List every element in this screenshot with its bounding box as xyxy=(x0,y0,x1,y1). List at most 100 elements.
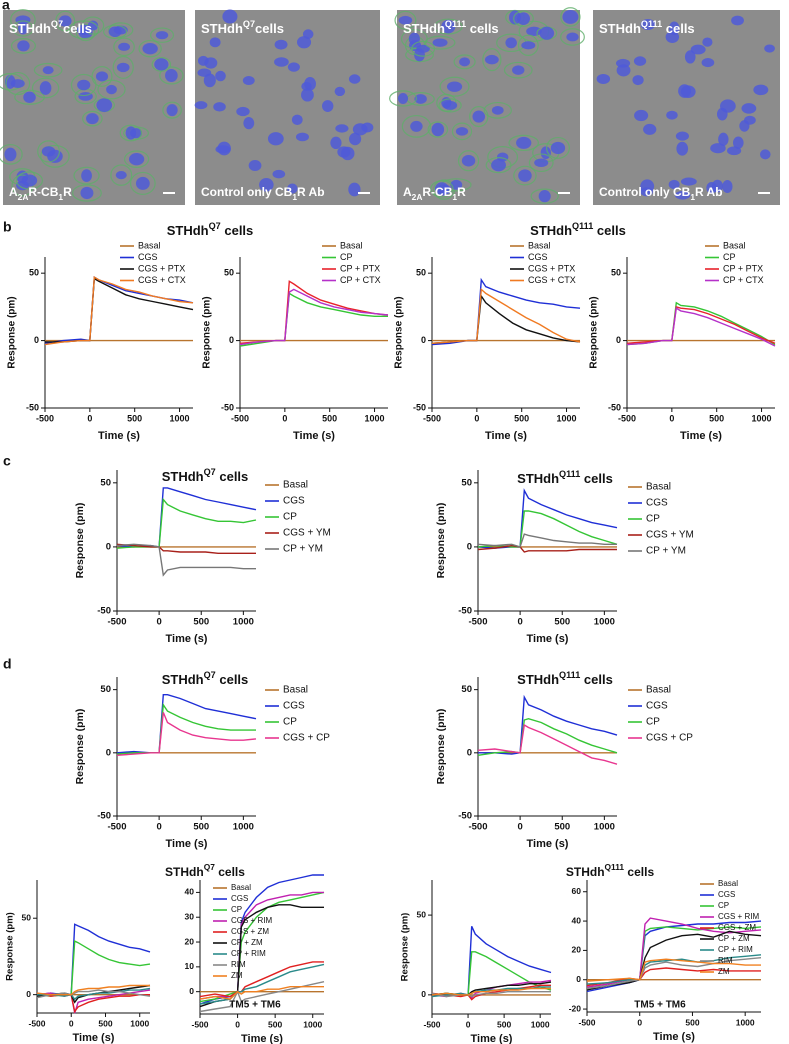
cell-nucleus xyxy=(86,113,99,125)
series-line xyxy=(626,301,776,346)
chart-title: STHdhQ111 cells xyxy=(566,862,655,879)
legend-label: CP + YM xyxy=(646,546,686,557)
image-caption-part: R-CB xyxy=(422,185,452,199)
series-line xyxy=(116,487,257,548)
cell-nucleus xyxy=(640,187,653,197)
legend-label: CP + ZM xyxy=(718,934,750,943)
legend-label: ZM xyxy=(231,971,243,980)
x-tick-label: 0 xyxy=(474,413,479,423)
cell-outline xyxy=(389,90,417,107)
x-axis-label: Time (s) xyxy=(166,633,208,645)
cell-outline xyxy=(162,101,182,119)
x-tick-label: 500 xyxy=(193,822,209,833)
x-axis-label: Time (s) xyxy=(166,838,208,850)
legend-label: Basal xyxy=(138,240,161,250)
cell-nucleus xyxy=(443,100,458,110)
chart-title-part: cells xyxy=(216,672,249,687)
cell-nucleus xyxy=(166,104,178,117)
x-tick-label: 500 xyxy=(322,413,337,423)
x-axis-label: Time (s) xyxy=(241,1033,283,1044)
cell-outline xyxy=(457,150,480,172)
cell-outline xyxy=(33,62,63,78)
series-line xyxy=(586,958,761,982)
legend-label: CGS xyxy=(283,496,305,507)
cell-outline xyxy=(10,37,36,54)
legend-label: CP + ZM xyxy=(231,938,263,947)
cell-nucleus xyxy=(678,84,691,98)
series-line xyxy=(116,702,256,755)
image-title-part: Q111 xyxy=(445,19,466,29)
series-line xyxy=(586,957,762,990)
cell-nucleus xyxy=(296,36,312,49)
y-tick-label: 0 xyxy=(576,974,581,984)
legend-label: CGS xyxy=(646,701,668,712)
cell-nucleus xyxy=(516,12,530,25)
image-caption-part: 2A xyxy=(412,192,423,202)
y-axis-label: Response (pm) xyxy=(74,503,86,579)
cell-outline xyxy=(482,48,502,72)
cell-nucleus xyxy=(753,84,769,96)
x-tick-label: 1000 xyxy=(170,413,190,423)
cell-nucleus xyxy=(434,182,449,196)
cell-outline xyxy=(112,55,134,79)
x-tick-label: -500 xyxy=(468,617,487,628)
cell-outline xyxy=(485,157,512,174)
legend-label: CP xyxy=(283,512,297,523)
chart-title-part: Q7 xyxy=(209,221,221,231)
cell-nucleus xyxy=(41,146,56,157)
micrograph xyxy=(195,10,380,205)
cell-nucleus xyxy=(550,141,566,155)
chart-title-part: cells xyxy=(580,471,613,486)
y-axis-label: Response (pm) xyxy=(202,296,213,368)
x-tick-label: 1000 xyxy=(365,413,385,423)
series-line xyxy=(44,276,194,346)
y-tick-label: 0 xyxy=(421,989,426,999)
y-tick-label: 20 xyxy=(572,945,582,955)
micrograph xyxy=(397,10,580,205)
cell-nucleus xyxy=(334,86,346,97)
x-tick-label: -500 xyxy=(107,617,126,628)
cell-nucleus xyxy=(562,9,579,24)
y-tick-label: -50 xyxy=(413,402,426,412)
cell-nucleus xyxy=(684,50,696,64)
legend-label: CP xyxy=(646,717,660,728)
cell-nucleus xyxy=(416,44,430,53)
cell-nucleus xyxy=(222,9,238,24)
x-tick-label: 0 xyxy=(156,822,161,833)
x-axis-label: Time (s) xyxy=(653,1031,695,1043)
cell-outline xyxy=(119,124,143,142)
image-title: STHdhQ111 cells xyxy=(599,19,695,36)
image-caption-part: 1 xyxy=(452,192,457,202)
chart-title-part: cells xyxy=(215,865,245,879)
cell-nucleus xyxy=(518,169,532,182)
cell-nucleus xyxy=(702,37,713,47)
cell-outline xyxy=(31,77,60,99)
y-tick-label: 0 xyxy=(467,541,472,552)
series-line xyxy=(239,292,388,347)
cell-outline xyxy=(503,61,533,79)
cell-nucleus xyxy=(77,79,91,91)
y-tick-label: 0 xyxy=(106,541,111,552)
cell-nucleus xyxy=(213,102,226,112)
legend-label: CGS + CTX xyxy=(528,275,576,285)
y-tick-label: 50 xyxy=(100,477,111,488)
y-axis-label: Response (pm) xyxy=(435,503,447,579)
y-tick-label: 50 xyxy=(100,684,111,695)
cell-outline xyxy=(560,7,581,27)
cell-nucleus xyxy=(526,26,542,36)
cell-nucleus xyxy=(566,32,579,42)
x-tick-label: 500 xyxy=(497,1019,511,1029)
series-line xyxy=(116,543,256,554)
y-tick-label: 50 xyxy=(22,912,32,922)
x-tick-label: -500 xyxy=(28,1018,45,1028)
chart-title-part: STHdh xyxy=(167,223,209,238)
series-line xyxy=(586,954,762,985)
cell-nucleus xyxy=(431,122,445,137)
cell-outline xyxy=(394,10,417,30)
cell-nucleus xyxy=(722,180,733,194)
x-tick-label: -500 xyxy=(468,822,487,833)
cell-nucleus xyxy=(135,176,150,190)
cell-nucleus xyxy=(76,24,91,35)
legend-label: CP + CTX xyxy=(340,275,381,285)
cell-nucleus xyxy=(10,79,25,88)
